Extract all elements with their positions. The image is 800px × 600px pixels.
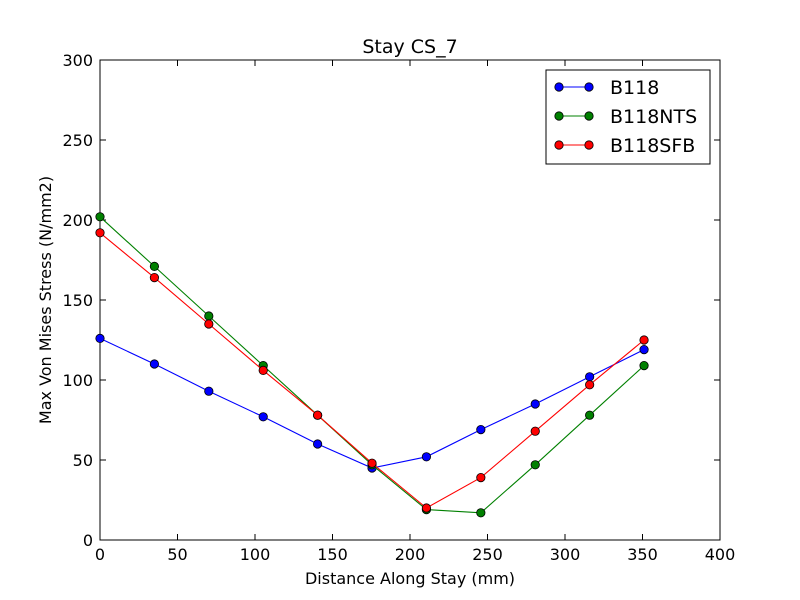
x-axis-label: Distance Along Stay (mm) <box>305 569 515 588</box>
y-axis-label: Max Von Mises Stress (N/mm2) <box>36 176 55 424</box>
data-point-b118 <box>639 344 649 355</box>
data-point-b118nts <box>95 212 105 222</box>
x-tick-label: 100 <box>240 545 271 564</box>
y-tick-label: 100 <box>62 371 93 390</box>
legend-marker <box>584 140 594 150</box>
x-tick-label: 250 <box>472 545 503 564</box>
data-point-b118 <box>476 424 486 435</box>
data-point-b118nts <box>585 410 595 420</box>
data-point-b118 <box>149 359 160 369</box>
data-point-b118sfb <box>313 410 323 420</box>
chart-title: Stay CS_7 <box>362 36 457 58</box>
data-point-b118sfb <box>476 472 486 483</box>
legend: B118 B118NTS B118SFB <box>545 69 711 165</box>
data-point-b118nts <box>530 460 540 470</box>
data-point-b118nts <box>149 261 160 271</box>
y-tick-label: 250 <box>62 131 93 150</box>
legend-marker <box>554 140 564 150</box>
legend-marker <box>554 111 564 121</box>
data-point-b118sfb <box>585 380 595 390</box>
y-tick-label: 50 <box>73 451 93 470</box>
data-point-b118nts <box>639 360 649 371</box>
data-point-b118sfb <box>421 503 432 513</box>
data-point-b118 <box>530 399 540 409</box>
data-point-b118nts <box>204 311 214 321</box>
data-point-b118sfb <box>367 458 377 468</box>
x-tick-label: 50 <box>167 545 187 564</box>
legend-label: B118 <box>610 77 659 99</box>
y-tick-label: 200 <box>62 211 93 230</box>
data-point-b118sfb <box>149 272 160 283</box>
data-point-b118sfb <box>95 228 105 238</box>
data-point-b118 <box>258 412 268 422</box>
x-tick-label: 0 <box>95 545 105 564</box>
data-point-b118 <box>421 452 432 462</box>
x-tick-label: 350 <box>627 545 658 564</box>
plot-layer: 0 50 100 150 200 250 300 350 400 0 50 100 150 200 250 3… <box>62 51 735 564</box>
legend-label: B118NTS <box>610 106 697 128</box>
x-tick-label: 300 <box>550 545 581 564</box>
legend-marker <box>584 82 594 92</box>
data-point-b118 <box>313 439 323 449</box>
data-point-b118nts <box>476 508 486 518</box>
y-tick-label: 0 <box>83 531 93 550</box>
series-line-b118 <box>99 337 645 469</box>
x-tick-label: 150 <box>317 545 348 564</box>
y-tick-label: 150 <box>62 291 93 310</box>
y-tick-label: 300 <box>62 51 93 70</box>
legend-marker <box>584 111 594 121</box>
data-point-b118 <box>585 372 595 382</box>
data-point-b118sfb <box>204 319 214 329</box>
data-point-b118 <box>204 386 214 396</box>
data-point-b118sfb <box>639 335 649 345</box>
data-point-b118 <box>95 333 105 343</box>
data-point-b118sfb <box>530 426 540 436</box>
x-tick-label: 200 <box>395 545 426 564</box>
legend-marker <box>554 82 564 92</box>
legend-box <box>545 69 711 165</box>
legend-label: B118SFB <box>610 135 695 157</box>
x-tick-label: 400 <box>705 545 736 564</box>
data-point-b118sfb <box>258 365 268 375</box>
